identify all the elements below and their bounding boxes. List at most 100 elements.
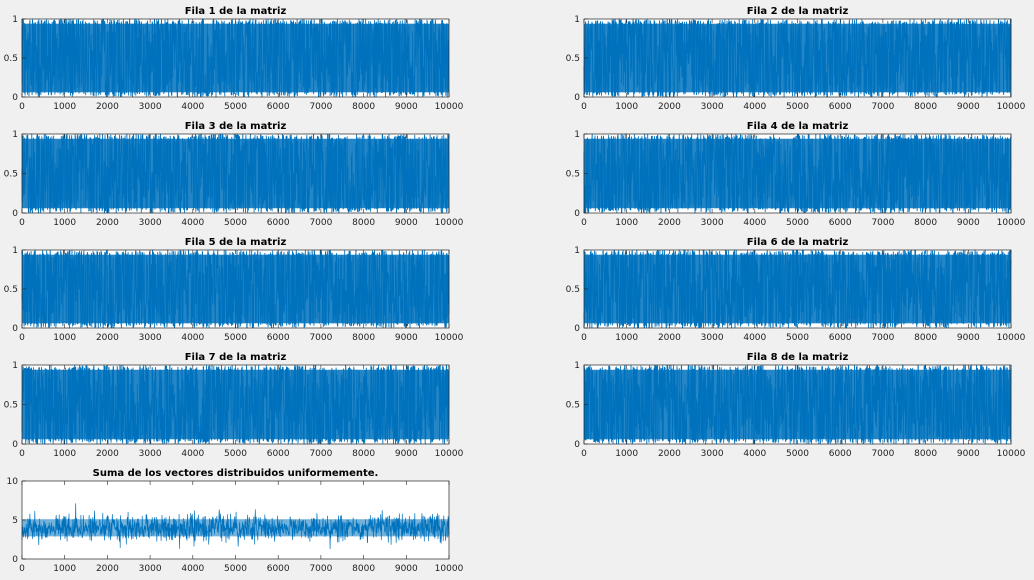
y-tick-label: 1 bbox=[574, 15, 580, 25]
x-tick-label: 0 bbox=[581, 102, 587, 112]
x-tick-label: 7000 bbox=[871, 102, 894, 112]
series-density bbox=[22, 138, 449, 209]
y-tick-label: 0.5 bbox=[4, 401, 18, 411]
x-tick-label: 1000 bbox=[53, 333, 76, 343]
x-tick-label: 7000 bbox=[871, 449, 894, 459]
subplot-title: Fila 6 de la matriz bbox=[747, 237, 849, 248]
x-tick-label: 10000 bbox=[435, 449, 464, 459]
y-tick-label: 1 bbox=[12, 130, 18, 140]
x-tick-label: 3000 bbox=[701, 449, 724, 459]
y-tick-label: 1 bbox=[12, 246, 18, 256]
x-tick-label: 2000 bbox=[96, 564, 119, 574]
x-tick-label: 5000 bbox=[224, 102, 247, 112]
y-tick-label: 0 bbox=[12, 93, 18, 103]
subplot-1: 0 1000 2000 3000 4000 5000 6000 7000 8000 9000 100… bbox=[4, 6, 464, 112]
x-tick-label: 0 bbox=[581, 218, 587, 228]
x-tick-label: 10000 bbox=[435, 333, 464, 343]
x-tick-label: 8000 bbox=[352, 564, 375, 574]
y-tick-label: 0.5 bbox=[4, 285, 18, 295]
x-tick-label: 2000 bbox=[96, 333, 119, 343]
x-tick-label: 2000 bbox=[658, 218, 681, 228]
x-tick-label: 3000 bbox=[139, 333, 162, 343]
subplot-2: 0 1000 2000 3000 4000 5000 6000 7000 8000 9000 100… bbox=[566, 6, 1026, 112]
x-tick-label: 2000 bbox=[658, 449, 681, 459]
x-tick-label: 6000 bbox=[829, 102, 852, 112]
y-tick-label: 1 bbox=[12, 361, 18, 371]
series-density bbox=[22, 369, 449, 440]
series-density bbox=[22, 254, 449, 324]
y-tick-label: 0 bbox=[12, 324, 18, 334]
x-tick-label: 3000 bbox=[701, 333, 724, 343]
x-tick-label: 9000 bbox=[957, 102, 980, 112]
subplot-title: Fila 2 de la matriz bbox=[747, 6, 849, 17]
x-tick-label: 5000 bbox=[224, 449, 247, 459]
x-tick-label: 0 bbox=[19, 564, 25, 574]
x-tick-label: 4000 bbox=[181, 102, 204, 112]
x-tick-label: 7000 bbox=[309, 218, 332, 228]
y-tick-label: 1 bbox=[574, 361, 580, 371]
x-tick-label: 9000 bbox=[395, 102, 418, 112]
y-tick-label: 0 bbox=[12, 209, 18, 219]
x-tick-label: 5000 bbox=[786, 449, 809, 459]
y-tick-label: 0 bbox=[12, 555, 18, 565]
x-tick-label: 3000 bbox=[139, 218, 162, 228]
subplot-title: Suma de los vectores distribuidos unifor… bbox=[93, 468, 379, 479]
x-tick-label: 10000 bbox=[997, 333, 1026, 343]
y-tick-label: 0 bbox=[574, 324, 580, 334]
y-tick-label: 0.5 bbox=[566, 54, 580, 64]
series-density bbox=[584, 254, 1011, 324]
x-tick-label: 4000 bbox=[743, 218, 766, 228]
subplot-6: 0 1000 2000 3000 4000 5000 6000 7000 8000 9000 100… bbox=[566, 237, 1026, 343]
x-tick-label: 1000 bbox=[615, 102, 638, 112]
series-density bbox=[22, 23, 449, 93]
series-density bbox=[584, 23, 1011, 93]
subplot-title: Fila 5 de la matriz bbox=[185, 237, 287, 248]
x-tick-label: 8000 bbox=[352, 218, 375, 228]
x-tick-label: 2000 bbox=[658, 102, 681, 112]
y-tick-label: 0 bbox=[574, 440, 580, 450]
y-tick-label: 1 bbox=[574, 246, 580, 256]
x-tick-label: 6000 bbox=[267, 102, 290, 112]
x-tick-label: 9000 bbox=[957, 218, 980, 228]
x-tick-label: 4000 bbox=[181, 449, 204, 459]
y-tick-label: 1 bbox=[574, 130, 580, 140]
x-tick-label: 4000 bbox=[181, 218, 204, 228]
x-tick-label: 0 bbox=[19, 449, 25, 459]
x-tick-label: 0 bbox=[581, 449, 587, 459]
x-tick-label: 2000 bbox=[658, 333, 681, 343]
y-tick-label: 10 bbox=[7, 477, 19, 487]
subplot-title: Fila 3 de la matriz bbox=[185, 121, 287, 132]
x-tick-label: 4000 bbox=[181, 333, 204, 343]
x-tick-label: 3000 bbox=[139, 102, 162, 112]
x-tick-label: 1000 bbox=[615, 333, 638, 343]
x-tick-label: 3000 bbox=[701, 218, 724, 228]
x-tick-label: 2000 bbox=[96, 449, 119, 459]
x-tick-label: 4000 bbox=[181, 564, 204, 574]
subplot-title: Fila 1 de la matriz bbox=[185, 6, 287, 17]
x-tick-label: 7000 bbox=[309, 564, 332, 574]
subplot-5: 0 1000 2000 3000 4000 5000 6000 7000 8000 9000 100… bbox=[4, 237, 464, 343]
x-tick-label: 6000 bbox=[267, 333, 290, 343]
y-tick-label: 0.5 bbox=[4, 170, 18, 180]
series-density bbox=[584, 369, 1011, 440]
y-tick-label: 0 bbox=[12, 440, 18, 450]
x-tick-label: 9000 bbox=[395, 333, 418, 343]
x-tick-label: 1000 bbox=[615, 218, 638, 228]
x-tick-label: 5000 bbox=[786, 218, 809, 228]
subplot-4: 0 1000 2000 3000 4000 5000 6000 7000 8000 9000 100… bbox=[566, 121, 1026, 228]
x-tick-label: 5000 bbox=[224, 218, 247, 228]
x-tick-label: 8000 bbox=[352, 102, 375, 112]
x-tick-label: 9000 bbox=[957, 333, 980, 343]
x-tick-label: 8000 bbox=[914, 449, 937, 459]
subplot-7: 0 1000 2000 3000 4000 5000 6000 7000 8000 9000 100… bbox=[4, 352, 464, 459]
subplot-3: 0 1000 2000 3000 4000 5000 6000 7000 8000 9000 100… bbox=[4, 121, 464, 228]
subplot-9: 0 1000 2000 3000 4000 5000 6000 7000 8000 9000 100… bbox=[7, 468, 464, 574]
x-tick-label: 4000 bbox=[743, 449, 766, 459]
x-tick-label: 2000 bbox=[96, 218, 119, 228]
x-tick-label: 1000 bbox=[53, 564, 76, 574]
y-tick-label: 1 bbox=[12, 15, 18, 25]
x-tick-label: 1000 bbox=[53, 449, 76, 459]
x-tick-label: 7000 bbox=[309, 333, 332, 343]
x-tick-label: 5000 bbox=[786, 333, 809, 343]
y-tick-label: 0.5 bbox=[4, 54, 18, 64]
